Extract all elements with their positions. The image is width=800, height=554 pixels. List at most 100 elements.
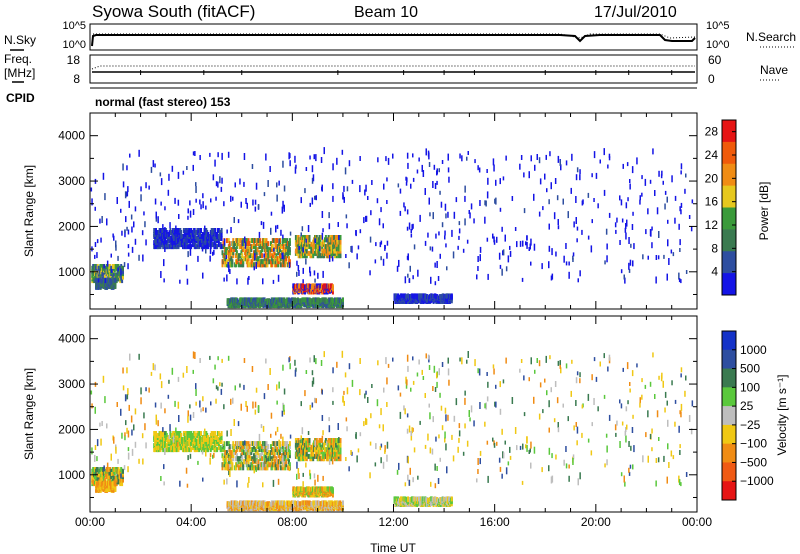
echo-cell: [126, 165, 128, 171]
echo-cell: [235, 456, 237, 462]
colorbar-swatch: [722, 229, 736, 252]
echo-cell: [493, 239, 496, 245]
echo-cell: [187, 251, 189, 258]
echo-cell: [260, 221, 263, 226]
echo-cell: [264, 450, 267, 456]
echo-cell: [656, 207, 659, 215]
echo-cell: [226, 247, 228, 253]
echo-cell: [245, 256, 248, 262]
echo-cell: [550, 275, 553, 281]
echo-cell: [410, 233, 413, 238]
echo-cell: [359, 156, 361, 161]
echo-cell: [155, 211, 157, 219]
echo-cell: [310, 444, 313, 450]
echo-cell: [124, 229, 126, 234]
echo-cell: [176, 232, 178, 238]
echo-cell: [239, 465, 242, 471]
echo-cell: [226, 441, 228, 447]
nsearch-tick-top: 10^5: [706, 20, 730, 32]
echo-cell: [225, 255, 227, 259]
echo-cell: [288, 247, 291, 253]
echo-cell: [445, 213, 447, 219]
echo-cell: [126, 191, 129, 197]
echo-cell: [94, 242, 97, 247]
echo-cell: [247, 277, 249, 285]
echo-cell: [318, 438, 321, 443]
echo-cell: [331, 284, 334, 290]
echo-cell: [279, 462, 281, 468]
echo-cell: [211, 242, 214, 248]
echo-cell: [264, 259, 267, 265]
echo-cell: [615, 229, 617, 234]
echo-cell: [533, 193, 535, 201]
echo-cell: [639, 195, 641, 201]
echo-cell: [549, 151, 551, 157]
echo-cell: [263, 192, 266, 197]
echo-cell: [228, 447, 231, 453]
echo-cell: [553, 212, 556, 220]
echo-cell: [227, 441, 230, 447]
echo-cell: [134, 238, 137, 245]
echo-cell: [342, 194, 344, 200]
echo-cell: [319, 246, 321, 252]
echo-cell: [597, 203, 599, 209]
echo-cell: [690, 226, 693, 232]
echo-cell: [289, 231, 292, 236]
echo-cell: [429, 246, 432, 251]
echo-cell: [575, 174, 578, 181]
echo-cell: [404, 276, 407, 284]
echo-cell: [382, 258, 385, 266]
echo-cell: [185, 264, 188, 271]
echo-cell: [288, 447, 290, 453]
echo-cell: [200, 228, 202, 233]
echo-cell: [167, 244, 170, 250]
echo-cell: [239, 447, 242, 453]
echo-cell: [98, 472, 101, 478]
echo-cell: [257, 241, 260, 247]
echo-cell: [272, 238, 275, 244]
echo-cell: [250, 247, 253, 253]
echo-cell: [383, 183, 385, 190]
echo-cell: [568, 261, 570, 266]
echo-cell: [647, 208, 649, 215]
echo-cell: [333, 235, 336, 240]
echo-cell: [581, 229, 583, 235]
echo-cell: [304, 438, 306, 443]
colorbar-swatch: [722, 120, 736, 143]
echo-cell: [341, 149, 344, 155]
echo-cell: [579, 169, 581, 175]
echo-cell: [288, 241, 291, 247]
echo-cell: [662, 180, 664, 185]
echo-cell: [275, 253, 278, 259]
colorbar-swatch: [722, 251, 736, 274]
date-label: 17/Jul/2010: [594, 4, 677, 21]
echo-cell: [227, 453, 230, 459]
echo-cell: [351, 245, 353, 253]
echo-cell: [298, 270, 300, 276]
echo-cell: [257, 444, 260, 450]
echo-cell: [357, 245, 360, 250]
echo-cell: [199, 155, 201, 160]
echo-cell: [127, 252, 130, 257]
echo-cell: [283, 185, 286, 192]
echo-cell: [587, 192, 590, 198]
echo-cell: [422, 170, 425, 177]
echo-cell: [164, 247, 166, 252]
echo-cell: [657, 255, 660, 260]
echo-cell: [275, 225, 277, 233]
echo-cell: [608, 153, 611, 158]
echo-cell: [142, 254, 144, 262]
echo-cell: [667, 219, 669, 224]
echo-cell: [247, 238, 250, 244]
echo-cell: [266, 262, 269, 268]
echo-cell: [399, 210, 402, 216]
echo-cell: [407, 253, 409, 261]
echo-cell: [486, 191, 489, 199]
echo-cell: [268, 462, 271, 468]
echo-cell: [257, 238, 260, 244]
echo-cell: [128, 200, 130, 208]
echo-cell: [274, 256, 277, 262]
echo-cell: [606, 243, 608, 250]
echo-cell: [536, 154, 538, 160]
echo-cell: [176, 238, 179, 244]
